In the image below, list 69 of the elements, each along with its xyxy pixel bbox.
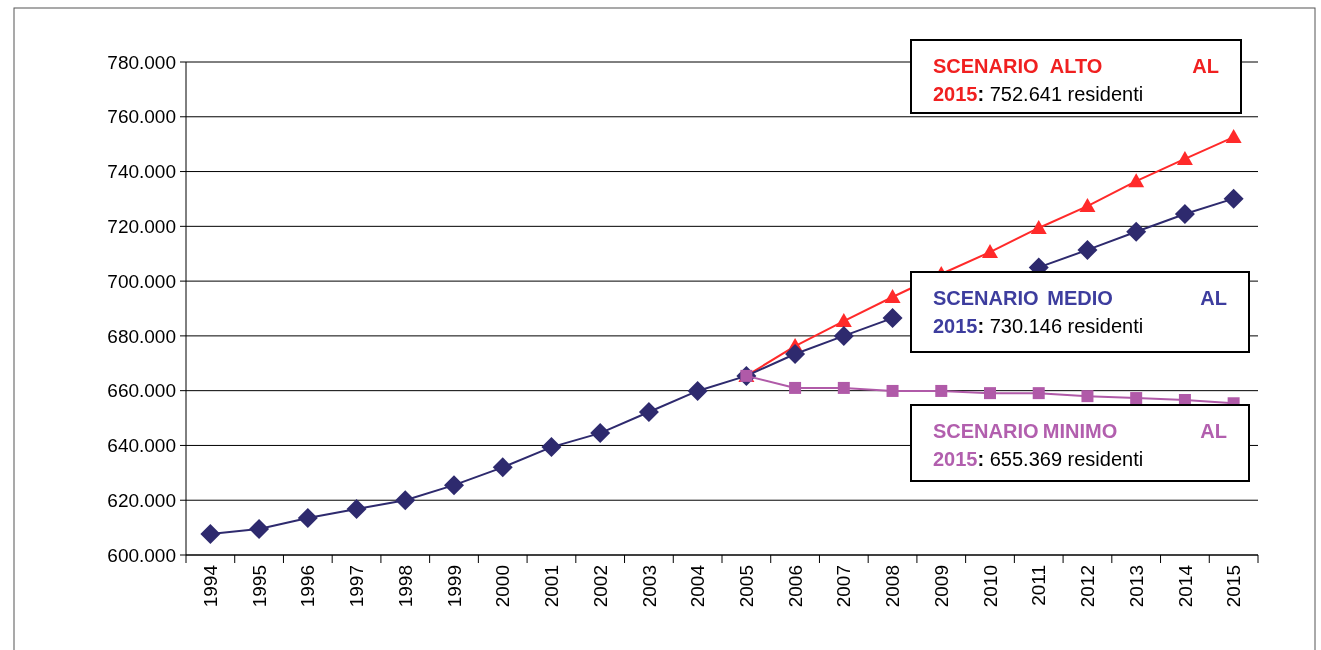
point bbox=[297, 508, 318, 529]
point bbox=[249, 518, 270, 539]
text: SCENARIO ALTO AL 2015: 752.641 residenti bbox=[933, 55, 1219, 105]
x-tick-label: 2009 bbox=[930, 565, 952, 608]
x-tick-label: 1995 bbox=[248, 565, 270, 608]
y-tick-label: 760.000 bbox=[107, 106, 176, 128]
y-tick-label: 600.000 bbox=[107, 544, 176, 566]
point bbox=[837, 381, 850, 394]
point bbox=[444, 475, 464, 496]
point bbox=[687, 380, 708, 401]
x-tick-label: 2004 bbox=[687, 564, 709, 608]
x-tick-label: 2002 bbox=[589, 565, 611, 608]
y-tick-label: 700.000 bbox=[107, 270, 176, 292]
x-tick-label: 1997 bbox=[346, 565, 368, 608]
point bbox=[982, 244, 998, 259]
x-tick-label: 2011 bbox=[1028, 565, 1050, 606]
x-tick-label: 1999 bbox=[443, 565, 465, 608]
x-tick-label: 2012 bbox=[1077, 565, 1099, 608]
point bbox=[1081, 390, 1094, 403]
x-tick-label: 1996 bbox=[297, 565, 319, 608]
point bbox=[1174, 204, 1195, 225]
x-tick-label: 2001 bbox=[541, 565, 563, 608]
x-tick-label: 2010 bbox=[979, 565, 1001, 608]
point bbox=[833, 325, 854, 346]
y-tick-label: 660.000 bbox=[107, 380, 176, 402]
point bbox=[789, 381, 802, 394]
x-tick-label: 1998 bbox=[394, 565, 416, 608]
point bbox=[590, 423, 611, 444]
x-tick-label: 2013 bbox=[1125, 565, 1147, 608]
x-tick-label: 2015 bbox=[1223, 565, 1245, 608]
point bbox=[638, 402, 659, 423]
point bbox=[1130, 392, 1143, 405]
y-tick-label: 740.000 bbox=[107, 161, 176, 183]
point bbox=[1079, 198, 1096, 213]
y-tick-label: 640.000 bbox=[107, 435, 176, 457]
point bbox=[541, 437, 562, 458]
point bbox=[395, 490, 416, 511]
point bbox=[1077, 239, 1098, 260]
x-tick-label: 2006 bbox=[784, 565, 806, 608]
text: SCENARIO MEDIO AL 2015: 730.146 residenti bbox=[933, 287, 1227, 337]
y-tick-label: 620.000 bbox=[107, 489, 176, 511]
point bbox=[1225, 129, 1242, 144]
point bbox=[1128, 173, 1145, 188]
x-tick-label: 2000 bbox=[492, 565, 514, 608]
point bbox=[884, 289, 901, 303]
x-tick-label: 2008 bbox=[882, 565, 904, 608]
point bbox=[1176, 150, 1193, 165]
x-tick-label: 2005 bbox=[736, 565, 758, 608]
point bbox=[935, 384, 948, 397]
point bbox=[1032, 387, 1045, 400]
x-tick-label: 1994 bbox=[200, 564, 222, 608]
point bbox=[1223, 188, 1244, 209]
point bbox=[492, 457, 513, 478]
point bbox=[1030, 219, 1047, 234]
y-tick-label: 680.000 bbox=[107, 325, 176, 347]
x-tick-label: 2014 bbox=[1174, 564, 1196, 608]
y-tick-label: 780.000 bbox=[107, 51, 176, 73]
point bbox=[346, 498, 367, 519]
y-tick-label: 720.000 bbox=[107, 215, 176, 237]
x-tick-label: 2003 bbox=[638, 565, 660, 608]
point bbox=[785, 343, 806, 364]
x-tick-label: 2007 bbox=[833, 565, 855, 608]
point bbox=[1126, 221, 1147, 242]
text: SCENARIO MINIMO AL 2015: 655.369 residenti bbox=[933, 420, 1227, 470]
point bbox=[835, 313, 852, 328]
point bbox=[886, 384, 899, 397]
point bbox=[200, 523, 221, 544]
point bbox=[984, 387, 996, 400]
point bbox=[882, 308, 903, 329]
